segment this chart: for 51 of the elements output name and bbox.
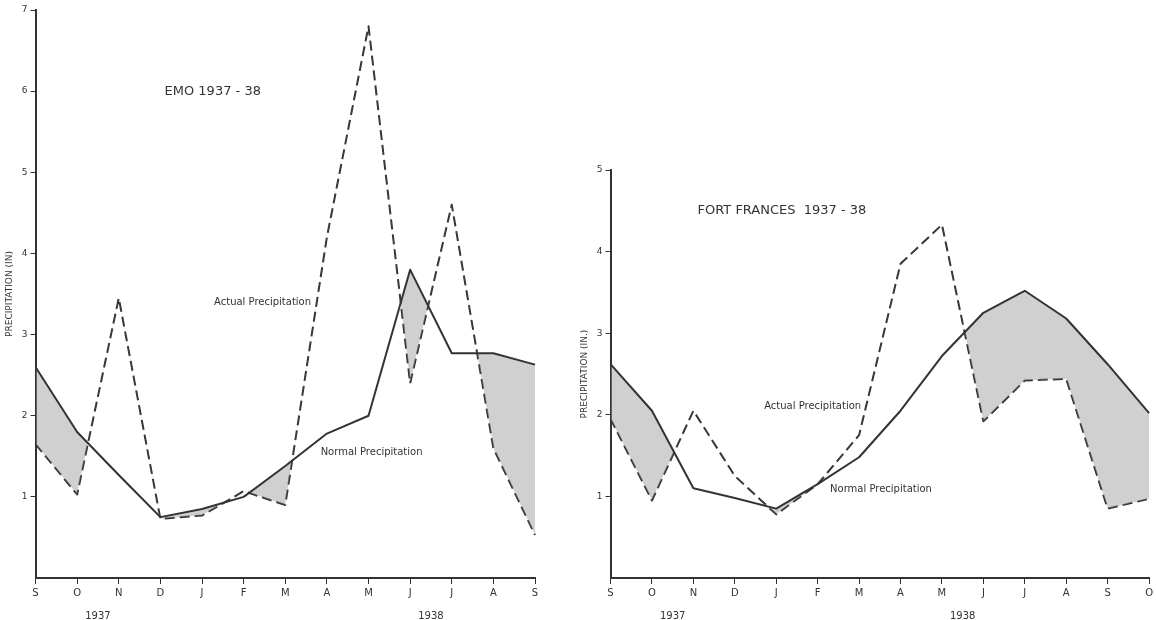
x-tick-label: O — [1145, 586, 1154, 598]
y-tick-label: 5 — [596, 164, 603, 175]
x-tick-label: S — [531, 586, 539, 598]
series-label: Normal Precipitation — [320, 445, 423, 457]
text: 1937 — [659, 609, 686, 620]
y-tick-label: 4 — [596, 245, 603, 256]
y-tick-label: 6 — [21, 85, 28, 96]
x-tick-label: S — [1104, 586, 1111, 598]
x-tick-label: J — [773, 586, 778, 598]
text: EMO 1937 - 38 — [164, 82, 261, 98]
x-tick-label: J — [980, 586, 985, 598]
x-tick-label: J — [1022, 586, 1027, 598]
text: 1937 — [85, 609, 111, 620]
x-tick-label: J — [449, 586, 454, 598]
x-tick-label: D — [156, 586, 165, 598]
y-axis-title: PRECIPITATION (IN.) — [578, 329, 589, 419]
x-tick-label: M — [280, 586, 290, 598]
y-axis-title: PRECIPITATION (IN) — [3, 251, 14, 337]
x-tick-label: S — [607, 586, 614, 598]
x-tick-label: F — [814, 586, 821, 598]
x-tick-label: M — [364, 586, 373, 598]
x-tick-label: O — [648, 586, 657, 598]
y-tick-label: 1 — [21, 491, 28, 502]
y-tick-label: 4 — [21, 247, 28, 258]
x-tick-label: A — [897, 586, 905, 598]
y-tick-label: 2 — [596, 409, 603, 420]
x-tick-label: D — [730, 586, 739, 598]
text: 1938 — [949, 609, 976, 620]
y-tick-label: 2 — [21, 410, 28, 421]
series-label: Actual Precipitation — [764, 400, 862, 412]
x-tick-label: N — [115, 586, 123, 598]
x-tick-label: M — [854, 586, 864, 598]
x-tick-label: O — [73, 586, 82, 598]
y-tick-label: 5 — [21, 166, 28, 177]
x-tick-label: A — [323, 586, 331, 598]
y-tick-label: 3 — [596, 327, 603, 338]
x-tick-label: F — [240, 586, 247, 598]
x-tick-label: N — [689, 586, 698, 598]
x-tick-label: M — [937, 586, 947, 598]
series-label: Actual Precipitation — [214, 295, 312, 307]
x-tick-label: S — [32, 586, 39, 598]
series-label: Normal Precipitation — [830, 483, 932, 495]
x-tick-label: J — [407, 586, 412, 598]
x-tick-label: J — [199, 586, 204, 598]
y-tick-label: 1 — [596, 490, 603, 501]
text: FORT FRANCES 1937 - 38 — [697, 202, 867, 218]
x-tick-label: A — [1062, 586, 1070, 598]
y-tick-label: 7 — [21, 4, 28, 15]
x-tick-label: A — [489, 586, 497, 598]
y-tick-label: 3 — [21, 328, 28, 339]
text: 1938 — [418, 609, 444, 620]
